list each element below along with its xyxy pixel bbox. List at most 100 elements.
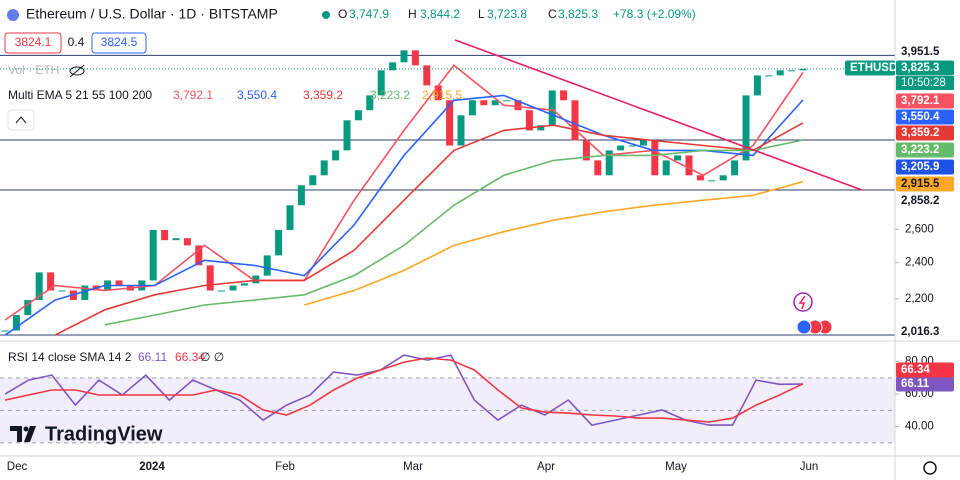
candle (218, 290, 226, 292)
candle (799, 68, 807, 71)
candle (81, 285, 89, 301)
symbol-title[interactable]: Ethereum / U.S. Dollar · 1D · BITSTAMP (26, 6, 278, 22)
candle (503, 100, 511, 102)
candle (183, 238, 191, 246)
sell-button[interactable] (4, 32, 62, 54)
rsi-value-tag: 66.11 (901, 378, 930, 390)
ema-line (104, 139, 804, 326)
hide-icon[interactable] (69, 66, 85, 76)
ema-value: 3,223.2 (370, 88, 410, 102)
x-tick-label: Jun (800, 461, 819, 473)
candle (731, 160, 739, 176)
candle (12, 315, 20, 331)
ohlc-key: L (478, 7, 485, 21)
buy-price[interactable]: 3824.5 (101, 35, 138, 49)
candle (776, 70, 784, 76)
event-bolt (798, 295, 806, 310)
candle (366, 95, 374, 111)
candle (411, 50, 419, 66)
candle (195, 245, 203, 266)
countdown: 10:50:28 (901, 77, 946, 89)
rsi-line (4, 357, 804, 423)
candle (320, 160, 328, 176)
settings-icon[interactable] (923, 461, 937, 475)
candle (742, 95, 750, 161)
rsi-label: RSI 14 close SMA 14 2 (8, 350, 132, 364)
level-label-bg (896, 44, 954, 60)
market-status (322, 11, 330, 19)
ohlc-value: 3,825.3 (558, 7, 598, 21)
candle (377, 70, 385, 96)
ema-line (54, 122, 804, 336)
candle (605, 150, 613, 176)
level-label-bg (896, 324, 954, 340)
ema-value: 3,792.1 (173, 88, 213, 102)
candle (525, 110, 533, 131)
candle (685, 155, 693, 176)
symbol-label-bg (845, 60, 895, 76)
ohlc-key: H (408, 7, 417, 21)
collapse-button[interactable] (7, 109, 35, 131)
event-flag[interactable] (796, 319, 812, 335)
candle (480, 100, 488, 106)
candle (240, 283, 248, 286)
candle (617, 145, 625, 151)
x-tick-label: Mar (403, 461, 423, 473)
candle (639, 140, 647, 146)
y-tick-label: 2,200 (905, 293, 934, 305)
ema-line (4, 94, 804, 336)
countdown-bg (896, 76, 954, 90)
candle (582, 140, 590, 161)
ohlc-key: O (338, 7, 347, 21)
candle (35, 272, 43, 301)
candle (115, 280, 123, 286)
watermark-logo-dot (23, 426, 29, 432)
candle (468, 100, 476, 116)
watermark: TradingView (45, 423, 163, 445)
ema-label-tag: 2,915.5 (901, 178, 940, 190)
candle (275, 229, 283, 256)
rsi-value-tag: 66.34 (901, 364, 930, 376)
candle (594, 160, 602, 176)
x-tick-label: Dec (7, 461, 28, 473)
x-tick-label: Apr (537, 461, 555, 473)
candle (651, 140, 659, 176)
trend-line[interactable] (454, 39, 863, 191)
candle (708, 180, 716, 182)
change: +78.3 (+2.09%) (613, 7, 696, 21)
ema-line (304, 180, 804, 306)
sell-price[interactable]: 3824.1 (15, 35, 52, 49)
ohlc-value: 3,844.2 (420, 7, 460, 21)
ema-label-tag-bg (896, 125, 954, 141)
candle (560, 90, 568, 101)
buy-button[interactable] (91, 32, 147, 54)
ema-line (4, 64, 804, 321)
candle (161, 229, 169, 241)
candle (753, 75, 761, 96)
candle (1, 330, 9, 332)
candle (491, 100, 499, 106)
candle (149, 229, 157, 281)
candle (286, 205, 294, 230)
last-price-label: 3,825.3 (901, 62, 939, 74)
candle (354, 110, 362, 121)
ema-label-tag-bg (896, 142, 954, 158)
y-tick-label: 2,400 (905, 257, 934, 269)
candle (719, 175, 727, 181)
event-icon[interactable] (793, 292, 813, 312)
candle (446, 100, 454, 146)
symbol-label: ETHUSD (850, 62, 897, 74)
ema-label-tag: 3,359.2 (901, 127, 939, 139)
symbol-icon (7, 9, 19, 21)
level-label: 2,858.2 (901, 195, 939, 207)
candle (514, 100, 522, 111)
rsi-value: 66.34 (175, 350, 205, 364)
rsi-value: 66.11 (138, 350, 167, 364)
ema-label-tag-bg (896, 176, 954, 192)
hide-icon-slash (69, 64, 85, 78)
candle (457, 115, 465, 146)
last-price-label-bg (896, 60, 954, 76)
ohlc-key: C (548, 7, 557, 21)
candle (172, 238, 180, 241)
candle (788, 70, 796, 72)
